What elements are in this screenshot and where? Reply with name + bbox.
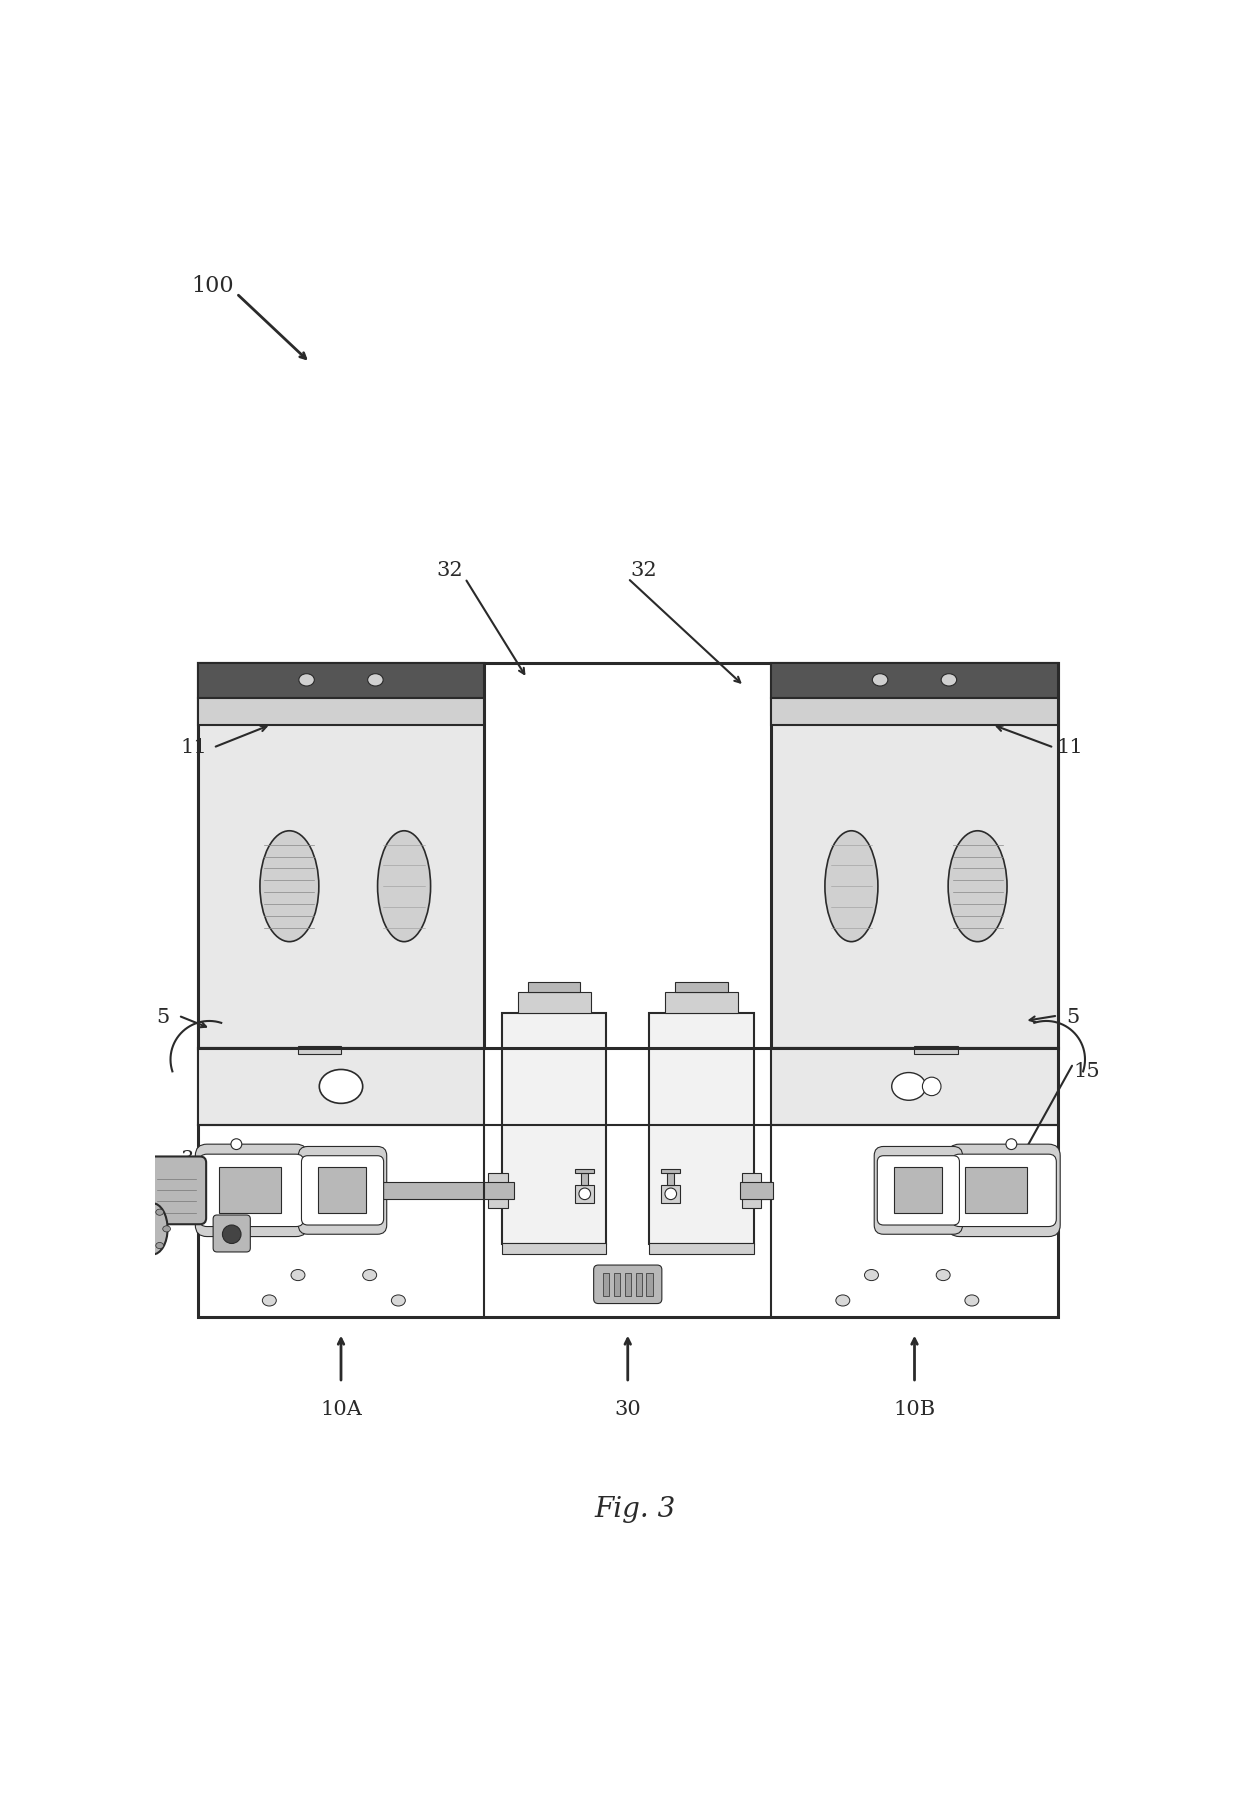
Bar	[635, 1274, 642, 1295]
Bar	[649, 1243, 754, 1254]
Bar	[575, 1185, 594, 1203]
FancyBboxPatch shape	[874, 1147, 962, 1234]
Ellipse shape	[836, 1295, 849, 1306]
Text: 100: 100	[192, 275, 234, 297]
FancyBboxPatch shape	[299, 1147, 387, 1234]
Ellipse shape	[320, 1069, 362, 1103]
Ellipse shape	[231, 1140, 242, 1149]
Text: 10B: 10B	[894, 1400, 935, 1420]
Text: 11: 11	[1056, 738, 1083, 758]
FancyBboxPatch shape	[877, 1156, 960, 1225]
Ellipse shape	[936, 1270, 950, 1281]
Bar	[489, 1172, 507, 1208]
Ellipse shape	[156, 1208, 164, 1216]
Ellipse shape	[923, 1076, 941, 1096]
Ellipse shape	[260, 830, 319, 942]
Text: 32: 32	[630, 561, 656, 581]
Ellipse shape	[892, 1073, 926, 1100]
Text: 5: 5	[1066, 1008, 1080, 1028]
Bar	[485, 1181, 513, 1199]
FancyBboxPatch shape	[594, 1264, 662, 1304]
Bar	[965, 1167, 1027, 1214]
Ellipse shape	[377, 830, 430, 942]
Text: 32: 32	[436, 561, 463, 581]
Bar	[676, 982, 728, 991]
Bar	[649, 1013, 754, 1245]
Ellipse shape	[665, 1189, 677, 1199]
Text: 15: 15	[1074, 1062, 1100, 1080]
FancyBboxPatch shape	[149, 1156, 206, 1225]
Bar	[298, 1046, 341, 1055]
Bar	[197, 662, 485, 698]
Ellipse shape	[968, 1199, 987, 1212]
Ellipse shape	[579, 1189, 590, 1199]
Ellipse shape	[141, 1208, 150, 1216]
Text: 36: 36	[181, 1151, 207, 1169]
Text: 10A: 10A	[320, 1400, 362, 1420]
Ellipse shape	[263, 1295, 277, 1306]
Ellipse shape	[299, 673, 315, 686]
Bar	[517, 991, 590, 1013]
Bar	[379, 1181, 485, 1199]
FancyBboxPatch shape	[200, 1154, 304, 1227]
Bar	[317, 1167, 366, 1214]
Bar	[528, 982, 580, 991]
Bar	[197, 698, 485, 725]
Bar	[740, 1181, 773, 1199]
Bar	[207, 1181, 377, 1199]
FancyBboxPatch shape	[213, 1216, 250, 1252]
Bar	[771, 698, 1058, 725]
FancyBboxPatch shape	[301, 1156, 383, 1225]
Ellipse shape	[138, 1203, 167, 1254]
Ellipse shape	[392, 1295, 405, 1306]
FancyBboxPatch shape	[947, 1143, 1060, 1237]
FancyBboxPatch shape	[952, 1154, 1056, 1227]
Bar	[771, 662, 1058, 698]
Bar	[661, 1185, 680, 1203]
FancyBboxPatch shape	[196, 1143, 308, 1237]
Ellipse shape	[864, 1270, 878, 1281]
Ellipse shape	[965, 1295, 978, 1306]
Bar	[197, 1047, 485, 1125]
Ellipse shape	[362, 1270, 377, 1281]
Ellipse shape	[291, 1270, 305, 1281]
Bar	[614, 1274, 620, 1295]
Bar	[197, 662, 1058, 1317]
Ellipse shape	[162, 1227, 171, 1232]
Text: Fig. 3: Fig. 3	[595, 1496, 676, 1523]
Bar	[646, 1274, 652, 1295]
Bar	[665, 991, 738, 1013]
Bar	[894, 1167, 941, 1214]
Bar	[744, 1181, 771, 1199]
Bar	[667, 1172, 675, 1185]
Text: 11: 11	[180, 738, 207, 758]
Bar	[502, 1243, 606, 1254]
Ellipse shape	[141, 1243, 150, 1248]
Bar	[582, 1172, 588, 1185]
Bar	[771, 662, 1058, 1047]
Ellipse shape	[135, 1227, 143, 1232]
Ellipse shape	[949, 830, 1007, 942]
Text: 5: 5	[156, 1008, 170, 1028]
Bar	[878, 1181, 1049, 1199]
Ellipse shape	[873, 673, 888, 686]
Ellipse shape	[941, 673, 957, 686]
Bar	[771, 1047, 1058, 1125]
Bar	[219, 1167, 281, 1214]
Ellipse shape	[368, 673, 383, 686]
Bar	[914, 1046, 957, 1055]
Bar	[502, 1013, 606, 1245]
Ellipse shape	[156, 1243, 164, 1248]
Bar	[197, 662, 485, 1047]
Ellipse shape	[825, 830, 878, 942]
Bar	[575, 1169, 594, 1172]
Bar	[742, 1172, 761, 1208]
Ellipse shape	[222, 1225, 241, 1243]
Bar	[603, 1274, 609, 1295]
Text: 30: 30	[614, 1400, 641, 1420]
Ellipse shape	[1006, 1140, 1017, 1149]
Bar	[661, 1169, 680, 1172]
Bar	[625, 1274, 631, 1295]
